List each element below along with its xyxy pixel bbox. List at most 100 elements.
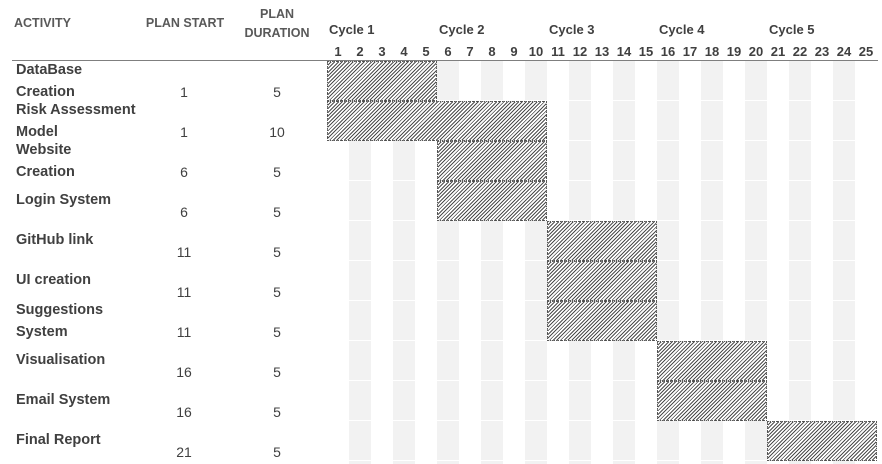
task-row: UI creation 11 5 [0,261,882,301]
plan-bar [547,261,657,301]
activity-header: ACTIVITY [14,16,71,30]
plan-start-value: 16 [176,364,192,380]
activity-name: Visualisation [16,341,138,381]
plan-start-value: 6 [180,164,188,180]
activity-name-line: GitHub link [16,232,94,248]
plan-start-value: 6 [180,204,188,220]
task-row: Visualisation 16 5 [0,341,882,381]
activity-name-line: Creation [16,84,75,100]
plan-duration-value: 5 [273,244,281,260]
period-column-4 [393,61,415,464]
plan-duration-header-line1: PLAN [259,7,295,21]
activity-name-line: System [16,324,68,340]
task-row: Suggestions System 11 5 [0,301,882,341]
period-number: 3 [378,44,386,59]
header-divider [12,60,878,61]
plan-start-value: 11 [176,244,192,260]
period-number: 8 [488,44,496,59]
cycle-label: Cycle 2 [439,22,485,37]
plan-duration-value: 5 [273,444,281,460]
row-divider [327,180,878,181]
activity-name: Email System [16,381,138,421]
period-number: 6 [444,44,452,59]
plan-duration-header: PLAN DURATION [232,5,322,43]
task-row: Final Report 21 5 [0,421,882,461]
activity-name-line: Creation [16,164,75,180]
period-number: 18 [704,44,720,59]
plan-bar [657,341,767,381]
plan-duration-value: 5 [273,164,281,180]
period-number: 19 [726,44,742,59]
plan-start-value: 1 [180,124,188,140]
activity-name-line: Login System [16,192,112,208]
task-row: Website Creation 6 5 [0,141,882,181]
plan-duration-value: 5 [273,364,281,380]
plan-duration-value: 10 [269,124,285,140]
plan-bar [547,221,657,261]
activity-name-line: Email System [16,392,111,408]
row-divider [327,100,878,101]
period-number: 16 [660,44,676,59]
plan-duration-value: 5 [273,404,281,420]
plan-duration-header-line2: DURATION [244,26,310,40]
period-number: 5 [422,44,430,59]
task-row: Login System 6 5 [0,181,882,221]
period-number: 10 [528,44,544,59]
plan-start-value: 16 [176,404,192,420]
cycle-label: Cycle 1 [329,22,375,37]
plan-start-header: PLAN START [145,16,225,30]
activity-name: UI creation [16,261,138,301]
task-row: Risk Assessment Model 1 10 [0,101,882,141]
activity-name: Risk Assessment Model [16,101,138,141]
plan-bar [327,61,437,101]
activity-name-line: Website [16,142,72,158]
period-number: 7 [466,44,474,59]
period-column-24 [833,61,855,464]
activity-name-line: Risk Assessment [16,102,136,118]
period-number: 11 [551,44,565,59]
activity-name: Final Report [16,421,138,461]
period-column-2 [349,61,371,464]
period-number: 17 [682,44,698,59]
task-row: GitHub link 11 5 [0,221,882,261]
activity-name-line: Model [16,124,58,140]
period-number: 12 [572,44,588,59]
activity-name-line: Visualisation [16,352,106,368]
plan-bar [437,181,547,221]
plan-start-value: 21 [176,444,192,460]
period-number: 9 [510,44,518,59]
period-number: 14 [616,44,632,59]
period-column-22 [789,61,811,464]
plan-bar [437,141,547,181]
activity-name: DataBase Creation [16,61,138,101]
period-number: 25 [858,44,874,59]
period-number: 23 [814,44,830,59]
period-number: 2 [356,44,364,59]
row-divider [327,460,878,461]
row-divider [327,380,878,381]
plan-bar [547,301,657,341]
period-number: 15 [638,44,654,59]
row-divider [327,420,878,421]
plan-duration-value: 5 [273,284,281,300]
plan-bar [327,101,547,141]
plan-start-value: 1 [180,84,188,100]
plan-bar [657,381,767,421]
activity-name-line: Suggestions [16,302,104,318]
plan-duration-value: 5 [273,84,281,100]
activity-name: Website Creation [16,141,138,181]
period-number: 21 [770,44,786,59]
period-number: 22 [792,44,808,59]
period-number: 13 [594,44,610,59]
row-divider [327,220,878,221]
activity-name-line: UI creation [16,272,91,288]
row-divider [327,140,878,141]
activity-name-line: Final Report [16,432,101,448]
plan-duration-value: 5 [273,324,281,340]
cycle-label: Cycle 5 [769,22,815,37]
plan-duration-value: 5 [273,204,281,220]
period-number: 20 [748,44,764,59]
activity-name-line: DataBase [16,62,83,78]
task-row: DataBase Creation 1 5 [0,61,882,101]
period-number: 4 [400,44,408,59]
